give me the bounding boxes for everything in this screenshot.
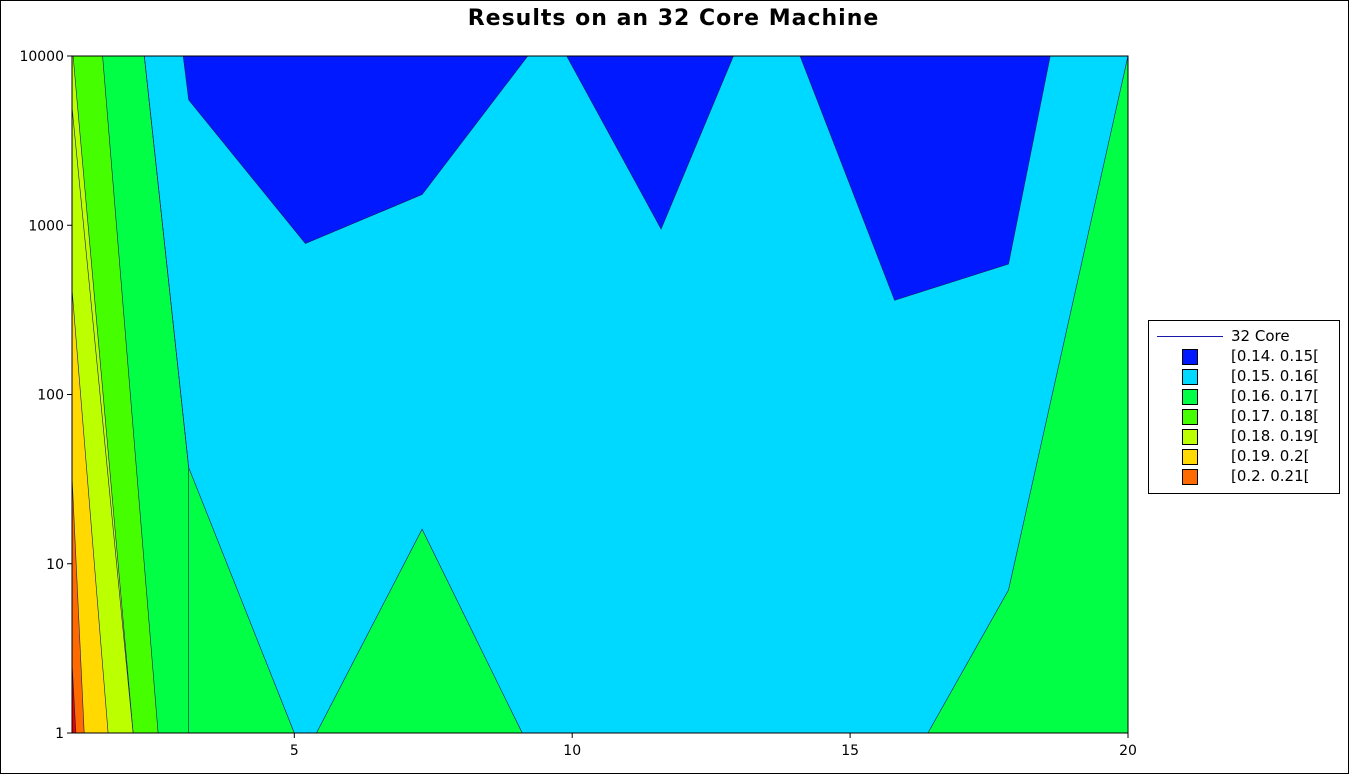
contour-line <box>144 55 189 733</box>
legend-entry: [0.17. 0.18[ <box>1149 407 1339 427</box>
legend-label: [0.15. 0.16[ <box>1231 367 1320 385</box>
legend-swatch <box>1182 409 1198 425</box>
legend-swatch <box>1182 369 1198 385</box>
x-tick-label: 5 <box>290 743 299 759</box>
legend-entry: [0.19. 0.2[ <box>1149 447 1339 467</box>
x-tick-label: 10 <box>563 743 581 759</box>
legend-label: [0.16. 0.17[ <box>1231 387 1320 405</box>
legend-entry: [0.18. 0.19[ <box>1149 427 1339 447</box>
legend-entry: [0.16. 0.17[ <box>1149 387 1339 407</box>
legend-label: [0.17. 0.18[ <box>1231 407 1320 425</box>
y-tick-label: 10000 <box>19 49 64 65</box>
y-tick-label: 1000 <box>28 218 64 234</box>
legend-entry: [0.14. 0.15[ <box>1149 347 1339 367</box>
legend-swatch <box>1182 349 1198 365</box>
legend-label: [0.19. 0.2[ <box>1231 447 1310 465</box>
legend-swatch <box>1182 429 1198 445</box>
y-tick-label: 1 <box>55 726 64 742</box>
legend-line-label: 32 Core <box>1231 327 1290 345</box>
legend-swatch <box>1182 389 1198 405</box>
legend-swatch <box>1182 469 1198 485</box>
legend-label: [0.2. 0.21[ <box>1231 467 1310 485</box>
chart-title: Results on an 32 Core Machine <box>467 6 880 31</box>
y-tick-label: 10 <box>46 557 64 573</box>
legend-entry: [0.15. 0.16[ <box>1149 367 1339 387</box>
legend-label: [0.14. 0.15[ <box>1231 347 1320 365</box>
x-tick-label: 15 <box>841 743 859 759</box>
legend-line-entry: 32 Core <box>1149 327 1339 347</box>
legend-entry: [0.2. 0.21[ <box>1149 467 1339 487</box>
y-tick-label: 100 <box>37 388 64 404</box>
legend: 32 Core [0.14. 0.15[ [0.15. 0.16[ [0.16. 0… <box>1148 320 1340 494</box>
x-tick-label: 20 <box>1119 743 1137 759</box>
legend-swatch <box>1182 449 1198 465</box>
legend-line-sample <box>1157 336 1223 337</box>
legend-label: [0.18. 0.19[ <box>1231 427 1320 445</box>
